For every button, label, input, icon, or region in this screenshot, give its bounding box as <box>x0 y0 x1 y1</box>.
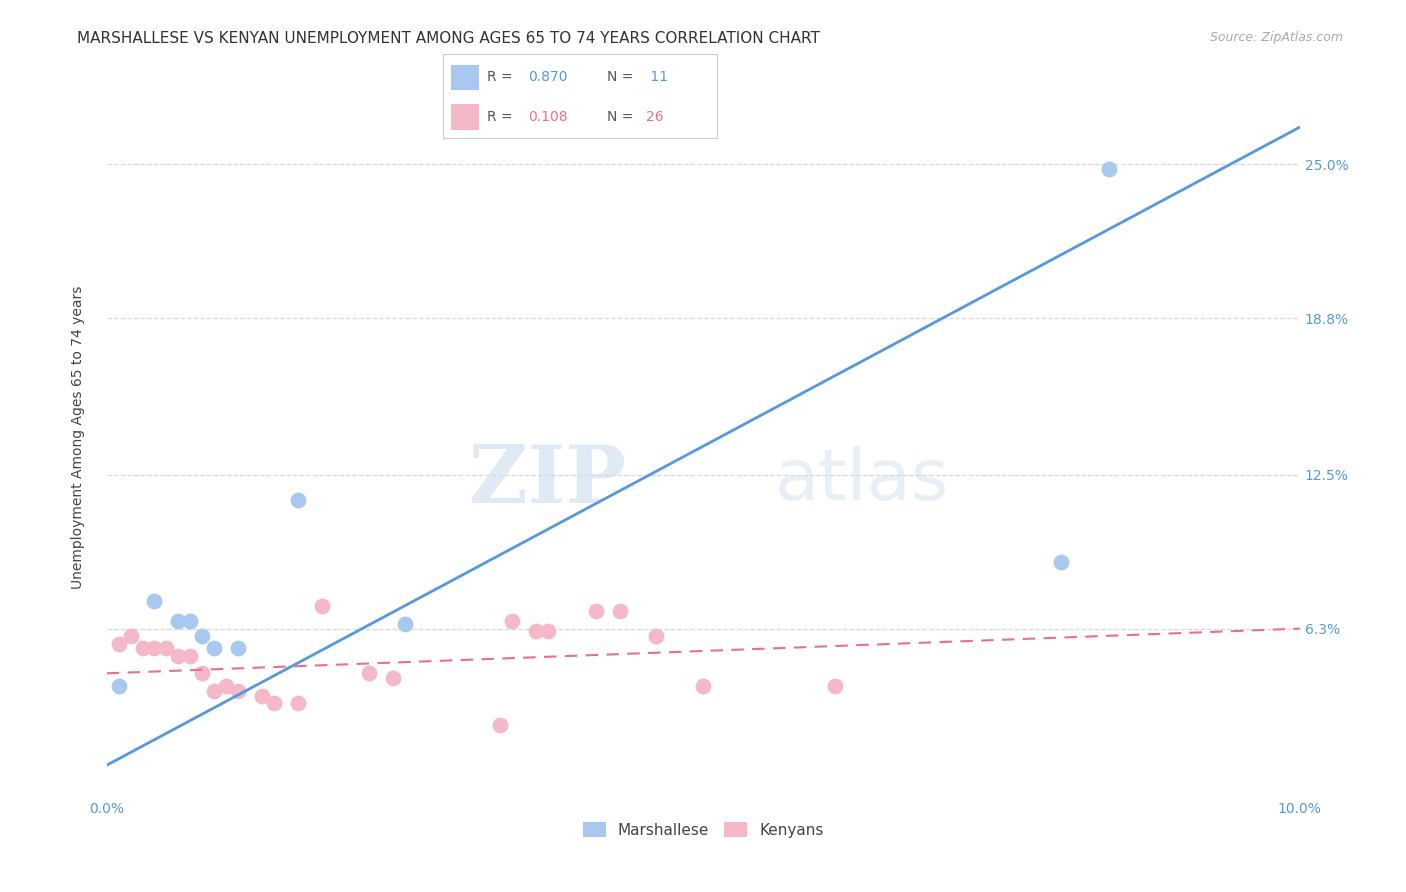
Point <box>143 641 166 656</box>
Bar <box>451 104 478 130</box>
Point <box>824 679 846 693</box>
Point <box>585 604 607 618</box>
Point <box>501 614 523 628</box>
Text: ZIP: ZIP <box>468 442 626 520</box>
Bar <box>451 64 478 90</box>
Point <box>287 696 309 710</box>
Point <box>167 614 190 628</box>
Point <box>394 616 416 631</box>
Point <box>489 718 512 732</box>
Text: R =: R = <box>486 110 512 124</box>
Point <box>155 641 177 656</box>
Point <box>250 689 273 703</box>
Y-axis label: Unemployment Among Ages 65 to 74 years: Unemployment Among Ages 65 to 74 years <box>72 285 86 589</box>
Point <box>692 679 714 693</box>
Point <box>107 636 129 650</box>
Point <box>382 671 405 685</box>
Point <box>191 666 214 681</box>
Point <box>143 594 166 608</box>
Point <box>179 614 201 628</box>
Point <box>215 679 238 693</box>
Point <box>167 648 190 663</box>
Point <box>263 696 285 710</box>
Point <box>202 641 225 656</box>
Point <box>287 492 309 507</box>
Point <box>131 641 153 656</box>
Text: R =: R = <box>486 70 512 84</box>
Point <box>202 683 225 698</box>
Point <box>311 599 333 614</box>
Point <box>609 604 631 618</box>
Point <box>524 624 547 639</box>
Text: N =: N = <box>607 70 634 84</box>
Point <box>179 648 201 663</box>
Point <box>107 679 129 693</box>
Text: 26: 26 <box>645 110 664 124</box>
Text: 0.870: 0.870 <box>527 70 568 84</box>
Point <box>537 624 560 639</box>
Text: Source: ZipAtlas.com: Source: ZipAtlas.com <box>1209 31 1343 45</box>
Point <box>1098 162 1121 177</box>
Point <box>359 666 381 681</box>
Point <box>120 629 142 643</box>
Legend: Marshallese, Kenyans: Marshallese, Kenyans <box>576 815 830 844</box>
Text: 0.108: 0.108 <box>527 110 568 124</box>
Text: N =: N = <box>607 110 634 124</box>
Text: 11: 11 <box>645 70 668 84</box>
Point <box>191 629 214 643</box>
Point <box>644 629 666 643</box>
Text: MARSHALLESE VS KENYAN UNEMPLOYMENT AMONG AGES 65 TO 74 YEARS CORRELATION CHART: MARSHALLESE VS KENYAN UNEMPLOYMENT AMONG… <box>77 31 820 46</box>
Text: atlas: atlas <box>775 446 949 516</box>
Point <box>226 641 249 656</box>
Point <box>226 683 249 698</box>
Point <box>1050 555 1073 569</box>
